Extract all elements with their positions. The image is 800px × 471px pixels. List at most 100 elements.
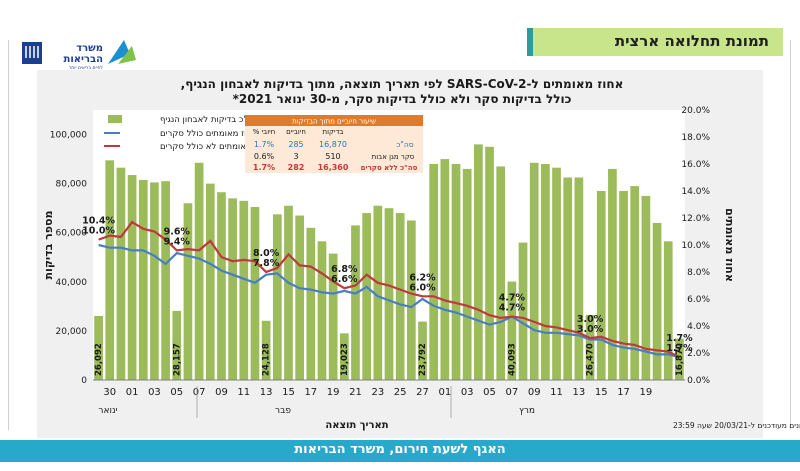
bar [272, 214, 282, 380]
x-tick-label: 21 [349, 387, 362, 398]
bar [105, 160, 115, 380]
x-tick-label: 27 [416, 387, 429, 398]
logo-line1: משרד [76, 43, 103, 54]
annotation-lower: 1.7% [666, 343, 693, 354]
table-cell: 510 [325, 152, 340, 161]
bar [518, 242, 528, 380]
x-axis-label: תאריך תוצאה [325, 420, 388, 431]
table-col-pct: % חיובי [253, 128, 276, 136]
y2-tick-label: 20.0% [681, 106, 710, 116]
legend: סה"כ בדיקות לאבחון הנגיף אחוז מאומתים כו… [99, 113, 271, 155]
table-cell: 0.6% [254, 152, 275, 161]
x-tick-label: 17 [617, 387, 630, 398]
legend-swatch-bars [108, 115, 122, 123]
bar-data-label: 40,093 [507, 343, 517, 376]
ministry-logo: משרד הבריאות לחיים בריאים יותר [22, 40, 136, 71]
series-line [98, 220, 680, 359]
bar [339, 333, 349, 380]
x-tick-label: 13 [260, 387, 273, 398]
bar [496, 166, 506, 380]
bird-icon [108, 40, 136, 64]
footer-bar: האגף לשעת חירום, משרד הבריאות [0, 440, 800, 462]
bar [161, 181, 170, 380]
bar [675, 338, 684, 380]
table-row-label: סה"כ ללא סקרים [361, 164, 418, 172]
x-tick-label: 05 [170, 387, 183, 398]
bar-data-label: 23,792 [418, 343, 428, 376]
bar-data-label: 19,023 [340, 343, 350, 376]
y2-tick-label: 4.0% [687, 322, 710, 332]
x-tick-label: 19 [640, 387, 653, 398]
legend-entry-excl: אחוז מאומתים לא כולל סקרים [160, 142, 271, 152]
bar [94, 315, 103, 380]
annotation-lower: 4.7% [499, 303, 526, 314]
bar [641, 195, 651, 380]
bar [451, 164, 461, 380]
bar [116, 167, 126, 380]
x-tick-label: 07 [193, 387, 206, 398]
bar [596, 191, 606, 380]
left-divider [8, 40, 9, 430]
y-tick-label: 60,000 [56, 229, 88, 239]
bar [183, 203, 193, 380]
bar [429, 164, 439, 380]
month-label-feb: פבר [275, 406, 291, 416]
logo-line2: הבריאות [64, 54, 103, 65]
bar [284, 205, 293, 380]
legend-entry-incl: אחוז מאומתים כולל סקרים [160, 129, 258, 139]
bar [351, 225, 360, 380]
bar [552, 167, 561, 380]
bar [608, 168, 617, 380]
bar [217, 192, 226, 380]
y-tick-label: 0 [81, 376, 87, 386]
bar [239, 200, 249, 380]
table-body-bg [245, 126, 423, 173]
x-tick-label: 11 [550, 387, 563, 398]
annotation-lower: 3.0% [577, 324, 604, 335]
table-row-label: סקר מגן אבות [372, 153, 415, 161]
bar-data-label: 24,128 [262, 343, 272, 376]
table-cell: 285 [288, 140, 303, 149]
annotation-lower: 10.0% [82, 226, 115, 237]
annotation-upper: 8.0% [253, 248, 280, 259]
y-tick-label: 80,000 [56, 180, 88, 190]
y-tick-label: 100,000 [50, 131, 87, 141]
bar [261, 320, 271, 380]
table-row-label: סה"כ [396, 140, 413, 149]
annotation-upper: 3.0% [577, 314, 604, 325]
table-cell: 16,870 [319, 140, 347, 149]
y2-tick-label: 6.0% [687, 295, 710, 305]
bar [663, 241, 673, 380]
x-tick-label: 09 [215, 387, 228, 398]
annotation-upper: 6.8% [331, 264, 358, 275]
bar [194, 162, 204, 380]
series-line [98, 243, 680, 359]
x-tick-label: 25 [394, 387, 407, 398]
bar [462, 168, 472, 380]
x-tick-label: 03 [148, 387, 161, 398]
table-cell: 1.7% [254, 140, 275, 149]
bar [418, 321, 427, 380]
x-axis-ticks: 30 01 03 05 07 09 11 13 15 17 19 21 23 25 27 01 03 05 07 09… [103, 387, 652, 398]
bar [541, 164, 550, 380]
legend-entry-tests: סה"כ בדיקות לאבחון הנגיף [160, 115, 259, 125]
bar [138, 179, 148, 380]
bar [328, 253, 338, 380]
x-tick-label: 11 [237, 387, 250, 398]
y2-tick-label: 0.0% [687, 376, 710, 386]
x-tick-label: 23 [371, 387, 384, 398]
y-axis-label: מספר בדיקות [42, 211, 55, 280]
y2-axis-ticks: 0.0% 2.0% 4.0% 6.0% 8.0% 10.0% 12.0% 14.0% 16.0%… [681, 106, 710, 386]
chart-subtitle: כולל בדיקות סקר ולא כולל בדיקות סקר, מ-3… [233, 92, 572, 106]
table-col-tests: בדיקות [323, 128, 344, 136]
bar [127, 175, 137, 380]
bar [295, 215, 304, 380]
bar [306, 227, 316, 380]
positivity-table: שיעור חיוביים מתוך הבדיקות % חיובי חיובי… [245, 115, 423, 173]
x-tick-label: 01 [126, 387, 139, 398]
x-tick-label: 09 [528, 387, 541, 398]
y2-tick-label: 12.0% [681, 214, 710, 224]
y-tick-label: 40,000 [56, 278, 88, 288]
bar [440, 159, 450, 380]
